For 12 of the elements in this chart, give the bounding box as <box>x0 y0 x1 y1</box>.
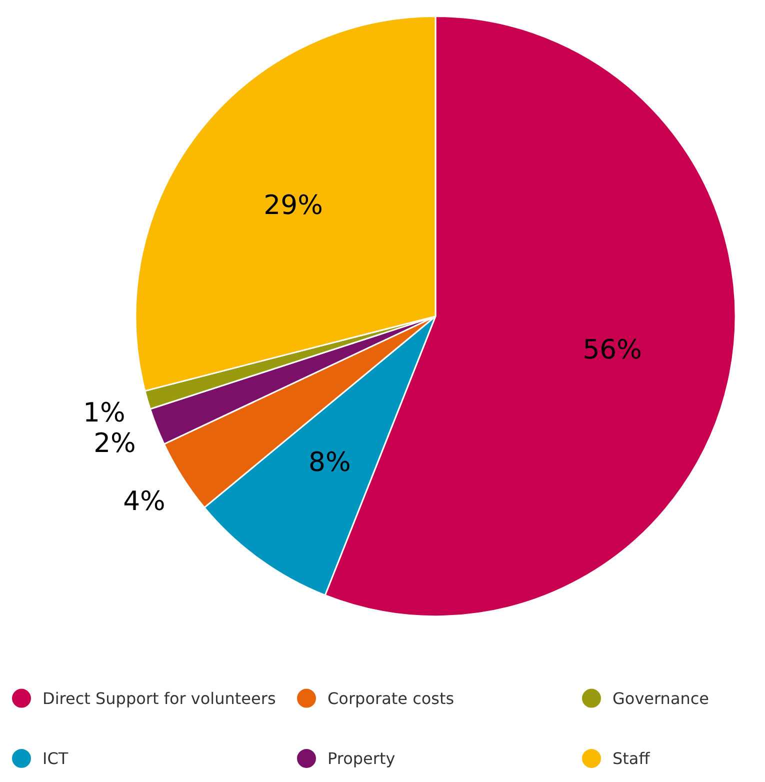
legend-label: Property <box>328 748 396 768</box>
legend-label: ICT <box>42 748 68 768</box>
legend-label: Corporate costs <box>328 688 454 708</box>
legend-label: Direct Support for volunteers <box>42 688 276 708</box>
legend-label: Staff <box>612 748 651 768</box>
legend-label: Governance <box>612 688 710 708</box>
data-label: 29% <box>264 190 323 222</box>
data-label: 56% <box>582 334 642 366</box>
data-label: 2% <box>94 428 136 460</box>
data-label: 8% <box>308 446 351 478</box>
data-label: 4% <box>123 486 166 518</box>
data-label: 1% <box>83 397 126 428</box>
